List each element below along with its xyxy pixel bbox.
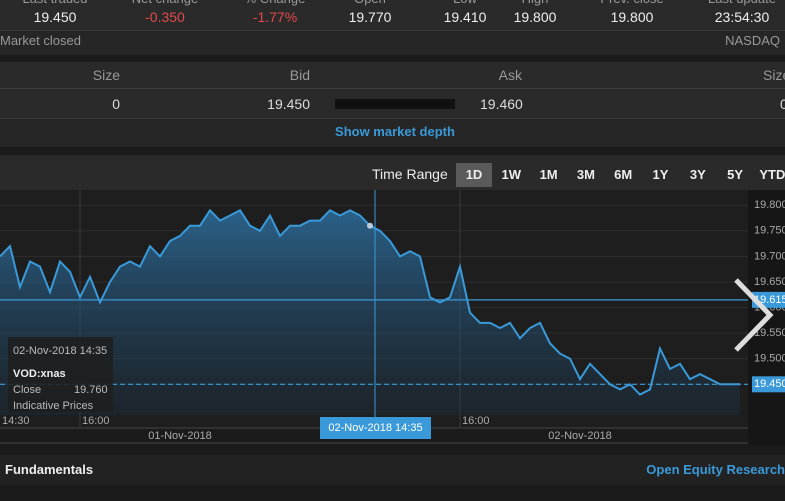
stat-value: 23:54:30 xyxy=(714,9,770,25)
x-group-label: 01-Nov-2018 xyxy=(148,430,212,442)
bid-size: 0 xyxy=(112,96,120,112)
reference-label: 19.615 xyxy=(754,294,785,306)
tooltip-note: Indicative Prices xyxy=(13,400,94,412)
section-title: Fundamentals xyxy=(5,462,94,477)
ask-size: 0 xyxy=(780,96,785,112)
range-button[interactable]: 1W xyxy=(501,167,522,182)
range-button[interactable]: 6M xyxy=(614,167,633,182)
range-bar xyxy=(0,155,785,190)
stat-label: Prev. close xyxy=(577,0,687,6)
range-button[interactable]: 5Y xyxy=(727,167,744,182)
y-tick-label: 19.750 xyxy=(754,225,785,237)
reference-label: 19.450 xyxy=(754,378,785,390)
range-label: Time Range xyxy=(372,166,448,182)
stat-label: Low xyxy=(410,0,520,6)
stat-label: % Change xyxy=(220,0,330,6)
research-link[interactable]: Open Equity Research xyxy=(646,462,785,477)
area-fill xyxy=(0,210,740,415)
range-button[interactable]: 1M xyxy=(539,167,558,182)
range-button[interactable]: 3Y xyxy=(689,167,706,182)
col-header: Size xyxy=(763,67,785,83)
stat-value: 19.770 xyxy=(348,9,392,25)
stat-value: -0.350 xyxy=(145,9,185,25)
status-bar xyxy=(0,30,785,55)
price-chart: 19.80019.75019.70019.65019.60019.55019.5… xyxy=(0,190,785,445)
range-button[interactable]: 3M xyxy=(576,167,595,182)
tooltip-date: 02-Nov-2018 14:35 xyxy=(13,345,108,357)
spread-bar xyxy=(335,99,455,109)
stat-value: 19.410 xyxy=(443,9,487,25)
stat-label: Net change xyxy=(110,0,220,6)
stat-label: Last traded xyxy=(0,0,110,6)
bid: 19.450 xyxy=(267,96,310,112)
crosshair-dot xyxy=(367,222,373,229)
stat-value: 19.800 xyxy=(513,9,557,25)
tooltip-symbol: VOD:xnas xyxy=(13,368,66,380)
stats-bar xyxy=(0,0,785,30)
crosshair-label: 02-Nov-2018 14:35 xyxy=(320,417,431,439)
reference-tag xyxy=(752,376,785,393)
y-tick-label: 19.500 xyxy=(754,353,785,365)
range-button[interactable]: YTD xyxy=(759,167,785,182)
market-status: Market closed xyxy=(0,33,81,48)
y-tick-label: 19.800 xyxy=(754,199,785,211)
x-tick-label: 16:00 xyxy=(82,415,110,427)
stat-label: Last update xyxy=(687,0,785,6)
tooltip-value: 19.760 xyxy=(74,384,108,396)
plot: 19.80019.75019.70019.65019.60019.55019.5… xyxy=(0,190,785,442)
x-tick-label: 16:00 xyxy=(462,415,490,427)
col-header: Size xyxy=(92,67,120,83)
x-tick-label: 14:30 xyxy=(2,415,30,427)
footer-bar xyxy=(0,455,785,485)
exchange: NASDAQ xyxy=(725,33,780,48)
tooltip-field: Close xyxy=(13,384,42,396)
col-header: Ask xyxy=(498,67,522,83)
chevron[interactable] xyxy=(734,278,774,352)
market-depth-link[interactable]: Show market depth xyxy=(335,124,455,139)
link-bar xyxy=(0,118,785,147)
y-tick-label: 19.550 xyxy=(754,327,785,339)
stat-label: Open xyxy=(315,0,425,6)
tooltip: 02-Nov-2018 14:35 VOD:xnas Close 19.760 … xyxy=(8,337,113,412)
y-tick-label: 19.650 xyxy=(754,276,785,288)
next-arrow[interactable] xyxy=(728,275,778,355)
y-tick-label: 19.700 xyxy=(754,250,785,262)
divider xyxy=(0,88,785,89)
x-group-label: 02-Nov-2018 xyxy=(548,430,612,442)
stat-label: High xyxy=(480,0,590,6)
stat-value: 19.450 xyxy=(33,9,77,25)
ask: 19.460 xyxy=(480,96,523,112)
stat-value: -1.77% xyxy=(252,9,298,25)
stat-value: 19.800 xyxy=(610,9,654,25)
range-button[interactable]: 1D xyxy=(456,163,492,187)
col-header: Bid xyxy=(289,67,310,83)
range-button[interactable]: 1Y xyxy=(652,167,669,182)
